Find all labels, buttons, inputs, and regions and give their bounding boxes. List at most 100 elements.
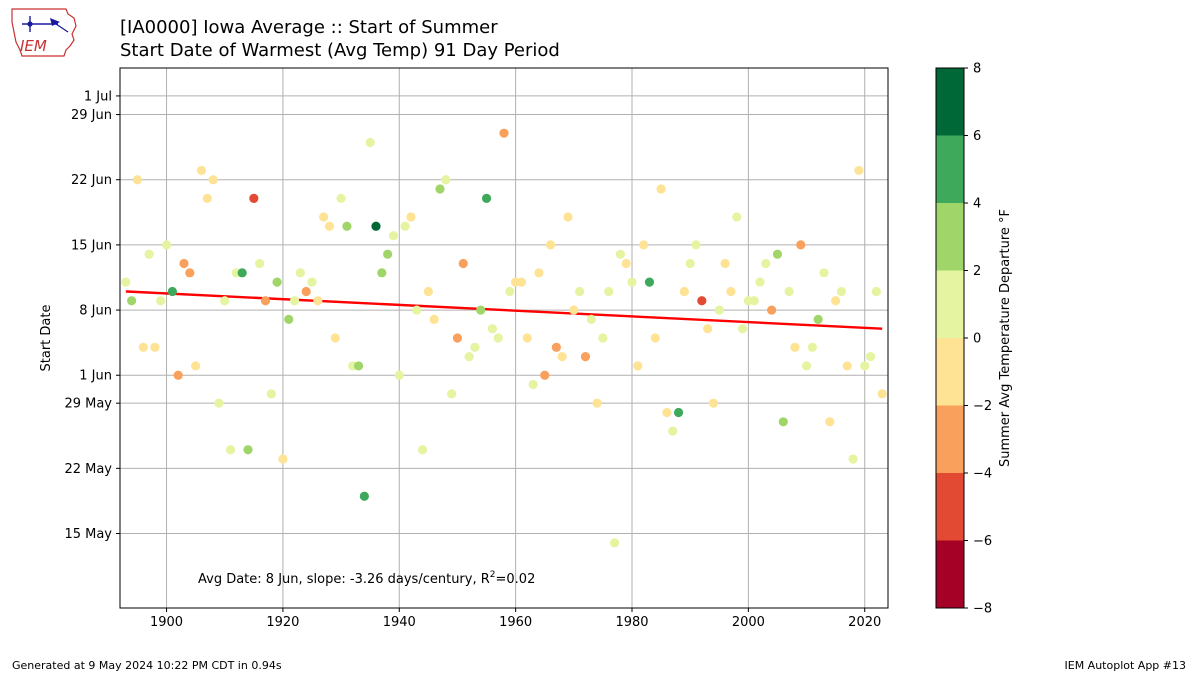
data-point — [580, 352, 591, 362]
data-point — [650, 333, 660, 343]
data-point — [691, 240, 701, 250]
data-point — [505, 286, 515, 297]
y-axis-label: Start Date — [39, 305, 54, 372]
data-point — [266, 389, 276, 399]
data-point — [609, 538, 620, 548]
data-point — [220, 296, 230, 306]
data-point — [476, 305, 486, 315]
data-point — [138, 342, 148, 352]
data-point — [493, 333, 503, 343]
colorbar-tick-label: −8 — [973, 602, 992, 617]
data-point — [784, 286, 794, 297]
data-points — [121, 128, 887, 548]
colorbar-segment — [936, 473, 964, 541]
data-point — [132, 175, 143, 185]
data-point — [604, 286, 614, 297]
data-point — [243, 445, 253, 455]
data-point — [464, 352, 474, 362]
data-point — [161, 240, 172, 250]
data-point — [185, 268, 195, 278]
data-point — [156, 296, 166, 306]
data-point — [284, 314, 294, 324]
y-tick-label: 15 May — [64, 527, 112, 542]
y-tick-label: 1 Jul — [84, 89, 112, 104]
data-point — [720, 258, 730, 269]
colorbar-tick-label: 0 — [973, 332, 981, 347]
data-point — [621, 258, 631, 269]
colorbar-tick-label: −4 — [973, 467, 992, 482]
data-point — [807, 342, 817, 352]
data-point — [383, 249, 393, 259]
y-tick-label: 29 Jun — [71, 108, 112, 123]
data-point — [673, 407, 684, 418]
data-point — [487, 324, 497, 334]
data-point — [575, 286, 585, 297]
data-point — [854, 165, 864, 176]
data-point — [173, 370, 183, 380]
colorbar-label: Summer Avg Temperature Departure °F — [998, 209, 1013, 467]
data-point — [708, 398, 719, 408]
colorbar-segment — [936, 405, 964, 473]
data-point — [639, 240, 649, 250]
data-point — [749, 296, 759, 306]
y-tick-label: 1 Jun — [79, 369, 112, 384]
chart-title: [IA0000] Iowa Average :: Start of Summer — [120, 17, 498, 38]
data-point — [127, 296, 137, 306]
data-point — [319, 212, 329, 222]
colorbar: −8 −6 −4 −2 0 2 4 6 8 — [935, 62, 992, 617]
colorbar-segment — [936, 203, 964, 271]
trend-line — [125, 290, 883, 330]
data-point — [557, 352, 567, 362]
data-point — [545, 240, 556, 250]
data-point — [848, 454, 858, 464]
x-tick-label: 1900 — [150, 615, 183, 630]
data-point — [871, 286, 881, 297]
data-point — [522, 333, 532, 343]
data-point — [452, 333, 463, 343]
data-point — [330, 333, 340, 343]
axis-ticks: 1900 1920 1940 1960 1980 2000 2020 15 May 22 May… — [64, 89, 881, 630]
data-point — [865, 352, 876, 362]
y-tick-label: 22 Jun — [71, 173, 112, 188]
y-tick-label: 8 Jun — [79, 304, 112, 319]
data-point — [470, 342, 480, 352]
data-point — [615, 249, 625, 259]
data-point — [516, 277, 527, 287]
data-point — [732, 212, 742, 222]
data-point — [499, 128, 509, 138]
data-point — [208, 175, 218, 185]
generated-timestamp: Generated at 9 May 2024 10:22 PM CDT in … — [12, 659, 282, 672]
data-point — [417, 445, 428, 455]
data-point — [714, 305, 724, 315]
app-label: IEM Autoplot App #13 — [1064, 659, 1187, 672]
trend-line-group — [125, 290, 883, 330]
data-point — [644, 277, 655, 287]
colorbar-segment — [936, 270, 964, 338]
data-point — [551, 342, 561, 352]
data-point — [563, 212, 573, 222]
data-point — [249, 193, 259, 203]
data-point — [429, 314, 439, 324]
data-point — [598, 333, 608, 343]
data-point — [324, 221, 335, 231]
data-point — [388, 230, 399, 241]
data-point — [260, 296, 271, 306]
data-point — [662, 407, 672, 418]
y-tick-label: 29 May — [64, 397, 112, 412]
data-point — [307, 277, 317, 287]
data-point — [860, 361, 870, 371]
data-point — [772, 249, 783, 259]
data-point — [877, 389, 887, 399]
data-point — [790, 342, 800, 352]
colorbar-tick-label: 6 — [973, 129, 981, 144]
data-point — [301, 286, 311, 297]
data-point — [400, 221, 410, 231]
data-point — [767, 305, 777, 315]
data-point — [289, 296, 300, 306]
data-point — [365, 137, 375, 148]
plot-frame — [119, 67, 889, 609]
data-point — [272, 277, 282, 287]
data-point — [406, 212, 416, 222]
data-point — [196, 165, 207, 176]
